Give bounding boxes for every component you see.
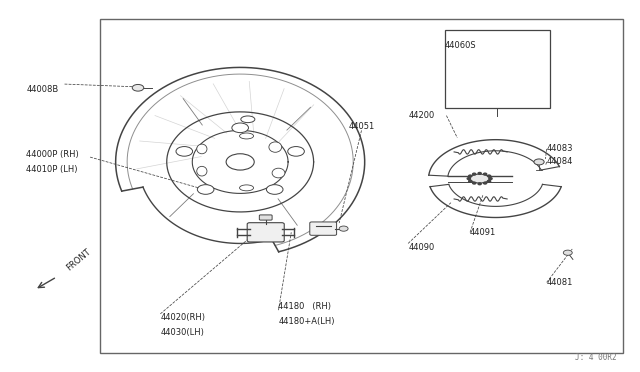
Text: 44200: 44200 [408, 111, 435, 120]
Bar [100, 19, 623, 353]
Circle shape [468, 175, 472, 177]
Ellipse shape [239, 185, 253, 191]
Text: 44008B: 44008B [26, 85, 58, 94]
Circle shape [467, 178, 470, 180]
Text: 44030(LH): 44030(LH) [161, 328, 204, 337]
Text: J: 4 00R2: J: 4 00R2 [575, 353, 617, 362]
Circle shape [478, 183, 481, 185]
Circle shape [472, 173, 476, 175]
Text: 44081: 44081 [547, 278, 573, 287]
Text: 44051: 44051 [349, 122, 375, 131]
Text: 44084: 44084 [547, 157, 573, 166]
FancyBboxPatch shape [310, 222, 337, 235]
Text: FRONT: FRONT [65, 247, 92, 272]
Text: 44091: 44091 [470, 228, 497, 237]
Circle shape [468, 180, 472, 182]
Ellipse shape [196, 166, 207, 176]
Circle shape [232, 123, 248, 133]
Ellipse shape [241, 116, 255, 123]
Text: 44180   (RH): 44180 (RH) [278, 302, 332, 311]
Bar [445, 31, 550, 108]
Circle shape [478, 173, 481, 174]
Circle shape [339, 226, 348, 231]
Text: 44000P (RH): 44000P (RH) [26, 150, 79, 159]
Circle shape [176, 147, 193, 156]
Ellipse shape [272, 168, 285, 178]
Ellipse shape [196, 144, 207, 154]
Circle shape [483, 182, 486, 184]
FancyBboxPatch shape [247, 223, 284, 242]
Circle shape [197, 185, 214, 194]
Circle shape [563, 250, 572, 255]
Text: 44010P (LH): 44010P (LH) [26, 165, 77, 174]
Ellipse shape [239, 133, 253, 139]
Circle shape [488, 180, 491, 182]
Circle shape [534, 159, 544, 165]
Circle shape [483, 173, 486, 175]
Text: 44090: 44090 [408, 243, 435, 251]
Circle shape [488, 175, 491, 177]
Text: 44083: 44083 [547, 144, 573, 153]
FancyBboxPatch shape [259, 215, 272, 220]
Text: 44180+A(LH): 44180+A(LH) [278, 317, 335, 326]
Circle shape [132, 84, 144, 91]
Circle shape [472, 182, 476, 184]
Ellipse shape [269, 142, 282, 152]
Circle shape [266, 185, 283, 194]
Circle shape [288, 147, 305, 156]
Ellipse shape [470, 174, 489, 183]
Text: 44060S: 44060S [445, 41, 476, 50]
Circle shape [489, 178, 492, 180]
Text: 44020(RH): 44020(RH) [161, 313, 205, 322]
Circle shape [226, 154, 254, 170]
